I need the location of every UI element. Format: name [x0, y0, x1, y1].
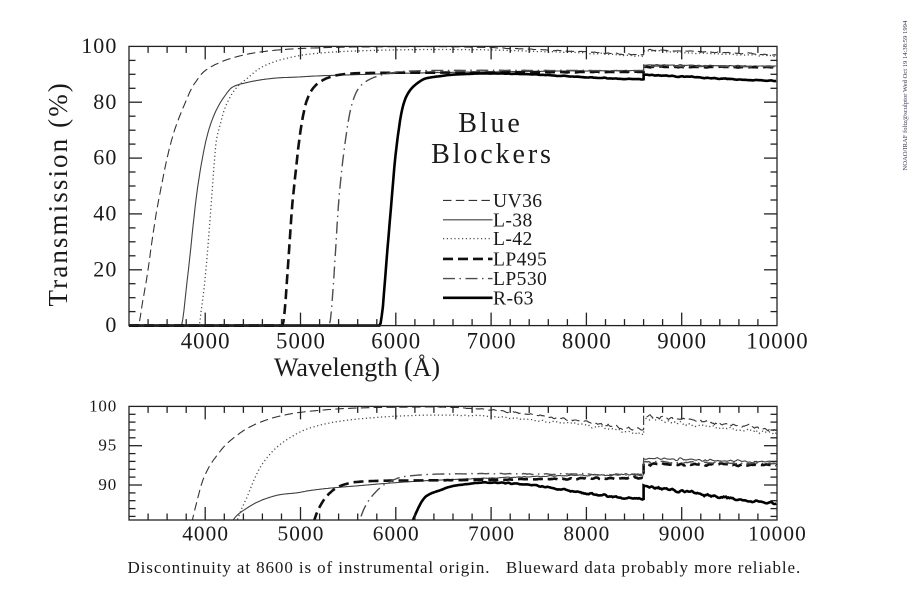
svg-text:100: 100: [89, 396, 117, 415]
svg-text:40: 40: [93, 201, 117, 226]
svg-text:100: 100: [81, 33, 117, 58]
svg-text:10000: 10000: [746, 328, 809, 353]
svg-text:6000: 6000: [373, 522, 420, 546]
svg-text:LP530: LP530: [493, 269, 547, 290]
svg-text:Transmission (%): Transmission (%): [43, 81, 73, 306]
svg-text:LP495: LP495: [493, 250, 547, 271]
svg-text:8000: 8000: [562, 328, 612, 353]
svg-text:0: 0: [105, 312, 117, 337]
svg-text:Wavelength (Å): Wavelength (Å): [274, 353, 440, 382]
svg-text:UV36: UV36: [493, 191, 543, 212]
svg-text:10000: 10000: [748, 522, 807, 546]
svg-text:L-38: L-38: [493, 210, 533, 231]
svg-text:5000: 5000: [276, 328, 326, 353]
svg-text:7000: 7000: [468, 522, 515, 546]
svg-text:Blue: Blue: [458, 108, 522, 139]
svg-text:R-63: R-63: [493, 288, 534, 309]
svg-text:L-42: L-42: [493, 229, 533, 250]
svg-text:4000: 4000: [182, 522, 229, 546]
svg-text:8000: 8000: [563, 522, 610, 546]
svg-text:4000: 4000: [181, 328, 231, 353]
svg-text:Discontinuity at 8600 is of in: Discontinuity at 8600 is of instrumental…: [128, 558, 802, 577]
svg-text:6000: 6000: [371, 328, 421, 353]
svg-text:7000: 7000: [467, 328, 517, 353]
svg-text:80: 80: [93, 89, 117, 114]
svg-text:60: 60: [93, 145, 117, 170]
svg-text:9000: 9000: [657, 328, 707, 353]
svg-text:90: 90: [98, 475, 117, 494]
svg-text:NOAO/IRAF foltz@sculptor Wed: NOAO/IRAF foltz@sculptor Wed Oct 19 14:3…: [902, 20, 909, 170]
svg-text:Blockers: Blockers: [431, 139, 554, 170]
svg-text:95: 95: [98, 436, 117, 455]
svg-text:9000: 9000: [659, 522, 706, 546]
svg-text:5000: 5000: [278, 522, 325, 546]
svg-text:20: 20: [93, 256, 117, 281]
